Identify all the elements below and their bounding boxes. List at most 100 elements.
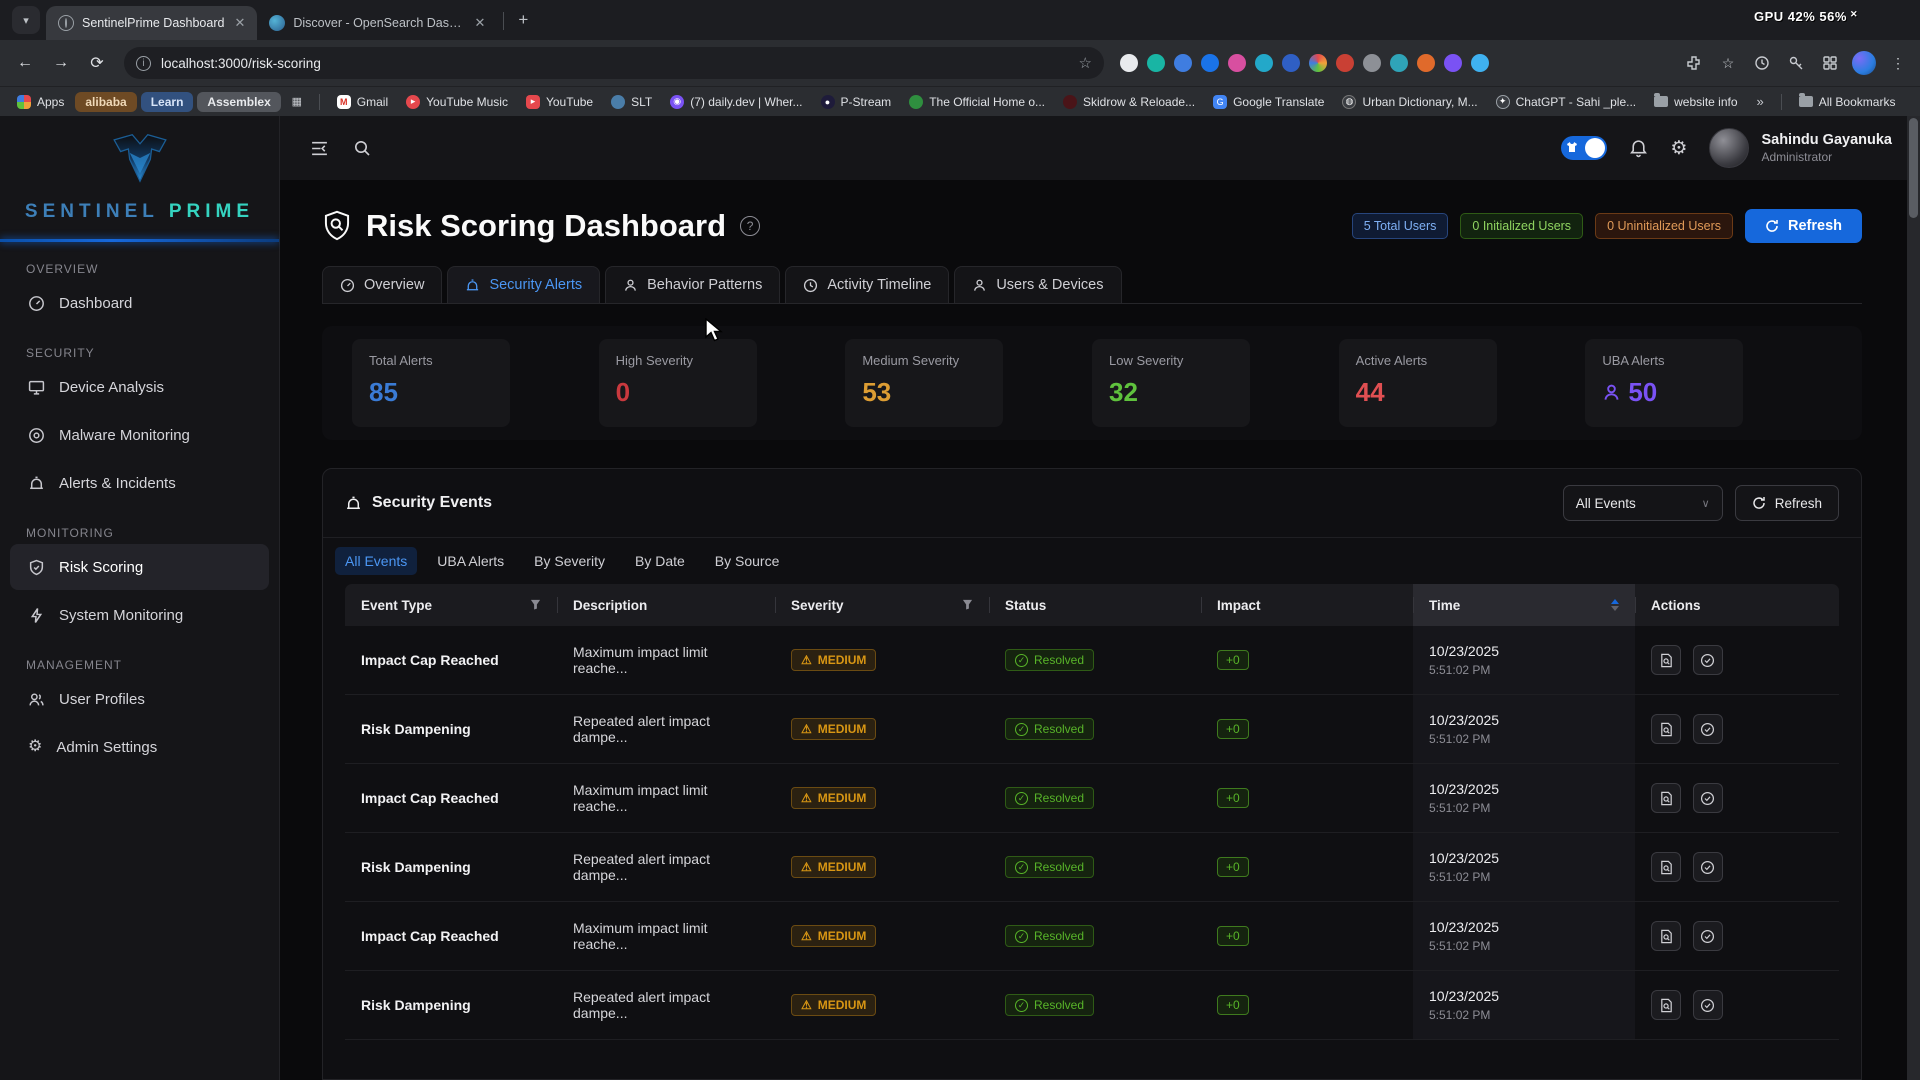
search-icon[interactable] (353, 139, 371, 157)
table-row[interactable]: Impact Cap Reached Maximum impact limit … (345, 764, 1839, 833)
bookmark-item[interactable]: ●P-Stream (814, 92, 899, 112)
extension-icon[interactable] (1336, 54, 1354, 72)
table-row[interactable]: Risk Dampening Repeated alert impact dam… (345, 695, 1839, 764)
site-info-icon[interactable]: i (136, 56, 151, 71)
sidebar-item-user-profiles[interactable]: User Profiles (10, 676, 269, 722)
filter-funnel-icon[interactable] (530, 598, 541, 613)
column-time[interactable]: Time (1413, 584, 1635, 626)
resolve-button[interactable] (1693, 645, 1723, 675)
events-refresh-button[interactable]: Refresh (1735, 485, 1839, 521)
bookmark-item[interactable]: The Official Home o... (902, 92, 1052, 112)
resolve-button[interactable] (1693, 852, 1723, 882)
bookmark-item[interactable]: ▸YouTube (519, 92, 600, 112)
column-impact[interactable]: Impact (1201, 584, 1413, 626)
tab-security-alerts[interactable]: Security Alerts (447, 266, 600, 303)
sidebar-item-dashboard[interactable]: Dashboard (10, 280, 269, 326)
history-icon[interactable] (1750, 51, 1774, 75)
tab-search-button[interactable]: ▾ (12, 6, 40, 34)
extension-icon[interactable] (1147, 54, 1165, 72)
table-row[interactable]: Risk Dampening Repeated alert impact dam… (345, 833, 1839, 902)
bookmark-item[interactable]: ◍Urban Dictionary, M... (1335, 92, 1484, 112)
notifications-bell-icon[interactable] (1629, 139, 1648, 158)
extension-icon[interactable] (1309, 54, 1327, 72)
sort-carets-icon[interactable] (1611, 599, 1619, 611)
theme-toggle[interactable] (1561, 136, 1607, 160)
tab-overview[interactable]: Overview (322, 266, 442, 303)
bookmarks-overflow-icon[interactable]: » (1749, 94, 1771, 109)
close-tab-icon[interactable]: ✕ (232, 15, 247, 31)
bookmark-item[interactable]: website info (1647, 92, 1744, 112)
filter-funnel-icon[interactable] (962, 598, 973, 613)
bookmark-item[interactable]: MGmail (330, 92, 395, 112)
tab-users-devices[interactable]: Users & Devices (954, 266, 1121, 303)
view-details-button[interactable] (1651, 645, 1681, 675)
column-severity[interactable]: Severity (775, 584, 989, 626)
tab-activity-timeline[interactable]: Activity Timeline (785, 266, 949, 303)
extension-icon[interactable] (1282, 54, 1300, 72)
sidebar-item-admin-settings[interactable]: ⚙ Admin Settings (10, 724, 269, 770)
settings-gear-icon[interactable]: ⚙ (1670, 139, 1687, 158)
extension-icon[interactable] (1228, 54, 1246, 72)
favorites-star-icon[interactable]: ☆ (1716, 51, 1740, 75)
events-tab-all[interactable]: All Events (335, 547, 417, 575)
page-scrollbar[interactable] (1907, 116, 1920, 1080)
extension-icon[interactable] (1255, 54, 1273, 72)
column-description[interactable]: Description (557, 584, 775, 626)
events-tab-source[interactable]: By Source (715, 553, 780, 569)
all-bookmarks[interactable]: All Bookmarks (1792, 92, 1903, 112)
bookmark-star-icon[interactable]: ☆ (1079, 54, 1092, 72)
view-details-button[interactable] (1651, 783, 1681, 813)
resolve-button[interactable] (1693, 990, 1723, 1020)
view-details-button[interactable] (1651, 921, 1681, 951)
view-details-button[interactable] (1651, 714, 1681, 744)
extension-icon[interactable] (1201, 54, 1219, 72)
bookmark-learn[interactable]: Learn (141, 92, 194, 112)
bookmark-item[interactable]: Skidrow & Reloade... (1056, 92, 1202, 112)
table-row[interactable]: Risk Dampening Repeated alert impact dam… (345, 971, 1839, 1040)
events-tab-date[interactable]: By Date (635, 553, 685, 569)
bookmark-item[interactable]: SLT (604, 92, 659, 112)
resolve-button[interactable] (1693, 921, 1723, 951)
column-event-type[interactable]: Event Type (345, 584, 557, 626)
address-bar[interactable]: i localhost:3000/risk-scoring ☆ (124, 47, 1104, 79)
browser-tab[interactable]: Discover - OpenSearch Dashbo... ✕ (257, 6, 497, 40)
help-icon[interactable]: ? (740, 216, 760, 236)
events-tab-uba[interactable]: UBA Alerts (437, 553, 504, 569)
bookmark-apps[interactable]: Apps (10, 92, 71, 112)
browser-menu-kebab-icon[interactable]: ⋮ (1886, 51, 1910, 75)
table-row[interactable]: Impact Cap Reached Maximum impact limit … (345, 902, 1839, 971)
browser-profile-avatar[interactable] (1852, 51, 1876, 75)
extension-icon[interactable] (1471, 54, 1489, 72)
user-menu[interactable]: Sahindu Gayanuka Administrator (1709, 128, 1892, 168)
sidebar-item-device-analysis[interactable]: Device Analysis (10, 364, 269, 410)
sidebar-item-malware-monitoring[interactable]: Malware Monitoring (10, 412, 269, 458)
bookmark-grid-icon[interactable]: ▦ (285, 90, 309, 114)
reload-button[interactable]: ⟳ (82, 48, 112, 78)
bookmark-item[interactable]: GGoogle Translate (1206, 92, 1331, 112)
table-row[interactable]: Impact Cap Reached Maximum impact limit … (345, 626, 1839, 695)
bookmark-assemblex[interactable]: Assemblex (197, 92, 280, 112)
browser-tab-active[interactable]: SentinelPrime Dashboard ✕ (46, 6, 257, 40)
extension-icon[interactable] (1444, 54, 1462, 72)
refresh-button[interactable]: Refresh (1745, 209, 1862, 243)
bookmark-item[interactable]: ✦ChatGPT - Sahi _ple... (1489, 92, 1644, 112)
view-details-button[interactable] (1651, 990, 1681, 1020)
scrollbar-thumb[interactable] (1909, 118, 1918, 218)
resolve-button[interactable] (1693, 714, 1723, 744)
resolve-button[interactable] (1693, 783, 1723, 813)
extension-icon[interactable] (1390, 54, 1408, 72)
events-filter-select[interactable]: All Events ∨ (1563, 485, 1723, 521)
back-button[interactable]: ← (10, 48, 40, 78)
bookmark-item[interactable]: ▸YouTube Music (399, 92, 515, 112)
forward-button[interactable]: → (46, 48, 76, 78)
sidebar-collapse-icon[interactable] (310, 139, 329, 158)
extension-icon[interactable] (1174, 54, 1192, 72)
sidebar-item-system-monitoring[interactable]: System Monitoring (10, 592, 269, 638)
new-tab-button[interactable]: + (510, 7, 536, 33)
sidebar-item-alerts-incidents[interactable]: Alerts & Incidents (10, 460, 269, 506)
column-status[interactable]: Status (989, 584, 1201, 626)
extension-icon[interactable] (1417, 54, 1435, 72)
extension-icon[interactable] (1363, 54, 1381, 72)
sidebar-item-risk-scoring[interactable]: Risk Scoring (10, 544, 269, 590)
extensions-puzzle-icon[interactable] (1682, 51, 1706, 75)
